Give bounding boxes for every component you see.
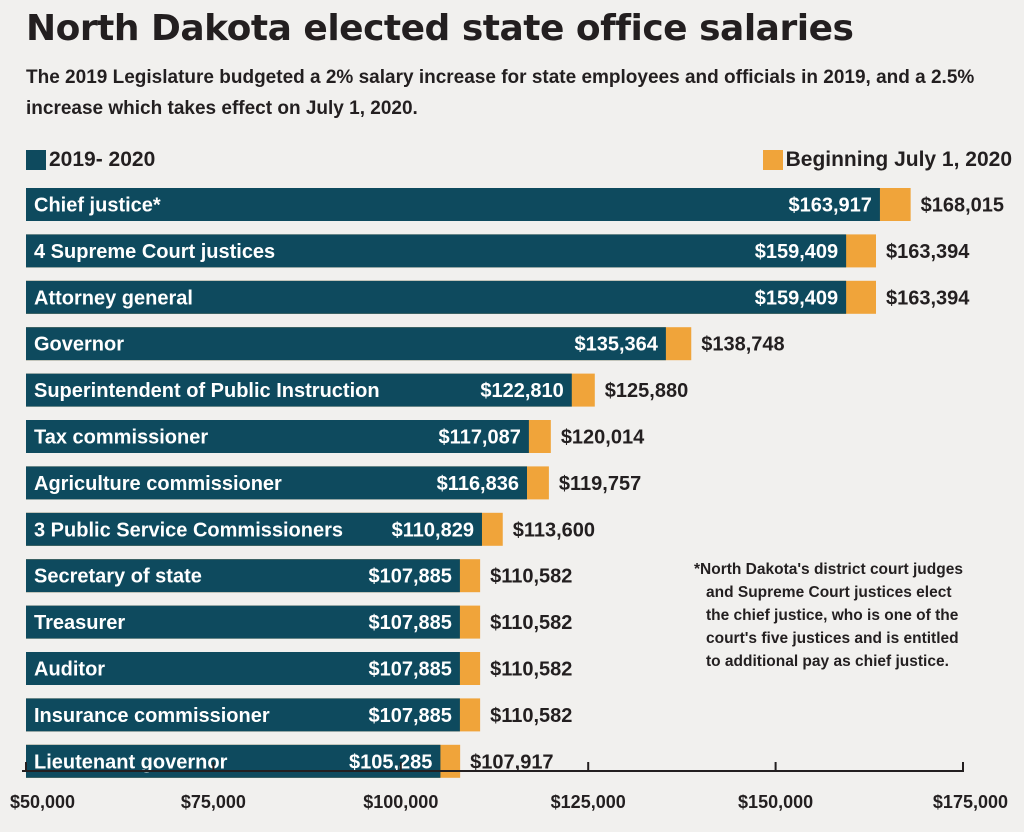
- category-label: Governor: [34, 334, 124, 356]
- category-label: Lieutenant governor: [34, 751, 228, 773]
- value-label-2020: $163,394: [886, 241, 970, 263]
- footnote: *North Dakota's district court judges an…: [694, 558, 994, 673]
- legend-label-2019-2020: 2019- 2020: [49, 148, 156, 171]
- bar-2019: [26, 234, 847, 268]
- value-label-2019: $107,885: [368, 566, 451, 588]
- footnote-line: *North Dakota's district court judges: [694, 561, 963, 578]
- value-label-2019: $110,829: [392, 519, 474, 541]
- x-tick-label: $100,000: [363, 792, 438, 812]
- legend-item-2019-2020: 2019- 2020: [26, 146, 155, 174]
- category-label: Treasurer: [34, 612, 125, 634]
- category-label: Auditor: [34, 659, 105, 681]
- category-label: Tax commissioner: [34, 427, 208, 449]
- bar-2019: [26, 744, 441, 778]
- value-label-2019: $107,885: [368, 705, 451, 727]
- value-label-2019: $159,409: [755, 287, 838, 309]
- value-label-2019: $116,836: [437, 473, 519, 495]
- x-tick-label: $175,000: [933, 792, 1008, 812]
- category-label: Attorney general: [34, 287, 193, 309]
- footnote-line: and Supreme Court justices elect: [706, 584, 952, 601]
- value-label-2020: $119,757: [559, 473, 641, 495]
- value-label-2020: $125,880: [605, 380, 688, 402]
- value-label-2019: $107,885: [368, 612, 451, 634]
- value-label-2020: $107,917: [470, 751, 553, 773]
- bar-2019: [26, 280, 847, 314]
- legend-item-july-2020: Beginning July 1, 2020: [762, 146, 1012, 174]
- value-label-2019: $122,810: [480, 380, 563, 402]
- value-label-2019: $105,285: [349, 751, 432, 773]
- footnote-line: the chief justice, who is one of the: [706, 607, 959, 624]
- x-tick-label: $75,000: [181, 792, 246, 812]
- value-label-2019: $107,885: [368, 659, 451, 681]
- category-label: 4 Supreme Court justices: [34, 241, 275, 263]
- bar-2019: [26, 605, 460, 639]
- value-label-2019: $117,087: [439, 427, 521, 449]
- category-label: Superintendent of Public Instruction: [34, 380, 380, 402]
- bar-2019: [26, 559, 460, 593]
- bar-2019: [26, 466, 528, 500]
- value-label-2019: $159,409: [755, 241, 838, 263]
- value-label-2020: $120,014: [561, 427, 645, 449]
- bar-2019: [26, 373, 572, 407]
- category-label: 3 Public Service Commissioners: [34, 519, 343, 541]
- x-tick-label: $150,000: [738, 792, 813, 812]
- x-tick-label: $50,000: [10, 792, 75, 812]
- bar-2019: [26, 512, 482, 546]
- value-label-2020: $110,582: [490, 705, 572, 727]
- value-label-2020: $168,015: [921, 195, 1004, 217]
- footnote-line: to additional pay as chief justice.: [706, 653, 949, 670]
- bar-2019: [26, 188, 880, 221]
- bar-2019: [26, 327, 666, 361]
- value-label-2020: $138,748: [701, 334, 784, 356]
- category-label: Secretary of state: [34, 566, 202, 588]
- value-label-2020: $110,582: [490, 566, 572, 588]
- bar-2019: [26, 652, 460, 685]
- legend-label-july-2020: Beginning July 1, 2020: [785, 148, 1012, 171]
- category-label: Insurance commissioner: [34, 705, 270, 727]
- footnote-line: court's five justices and is entitled: [706, 630, 959, 647]
- value-label-2019: $163,917: [788, 195, 871, 217]
- bar-2019: [26, 420, 529, 453]
- value-label-2020: $110,582: [490, 659, 572, 681]
- legend-swatch-2019-2020: [26, 150, 46, 170]
- value-label-2020: $110,582: [490, 612, 572, 634]
- category-label: Chief justice*: [34, 195, 161, 217]
- value-label-2020: $163,394: [886, 287, 970, 309]
- x-tick-label: $125,000: [551, 792, 626, 812]
- chart-title: North Dakota elected state office salari…: [26, 8, 854, 49]
- value-label-2020: $113,600: [513, 519, 595, 541]
- category-label: Agriculture commissioner: [34, 473, 282, 495]
- bar-2019: [26, 698, 460, 732]
- value-label-2019: $135,364: [574, 334, 658, 356]
- chart-subtitle: The 2019 Legislature budgeted a 2% salar…: [26, 67, 975, 119]
- legend-swatch-july-2020: [762, 150, 783, 170]
